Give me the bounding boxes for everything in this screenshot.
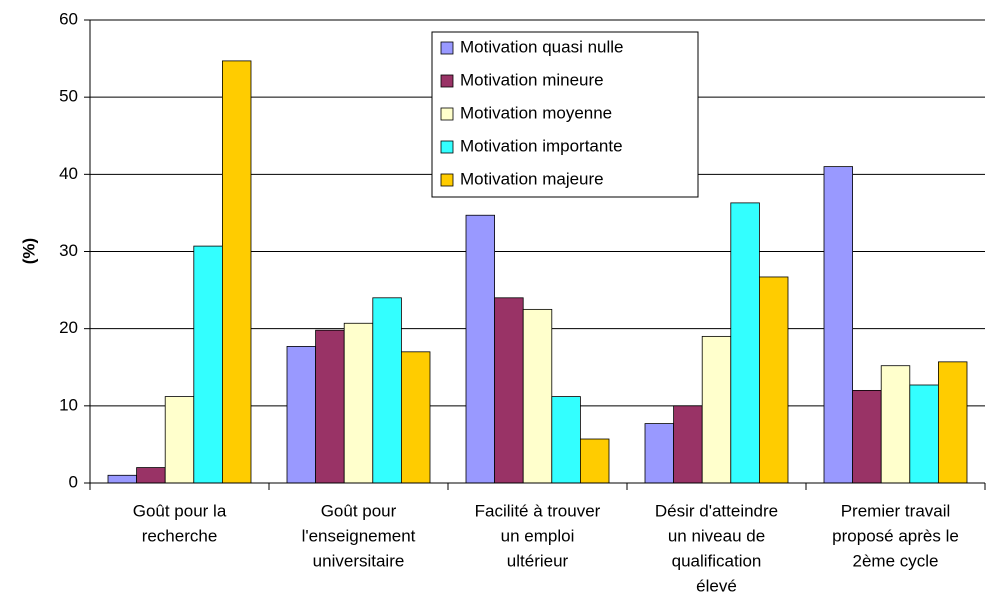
legend-label: Motivation importante bbox=[460, 136, 623, 155]
bar bbox=[673, 405, 703, 484]
bar bbox=[107, 474, 138, 484]
bar bbox=[315, 329, 345, 484]
bar bbox=[909, 384, 939, 484]
bar bbox=[938, 361, 968, 484]
x-tick-label: universitaire bbox=[313, 551, 405, 570]
bar bbox=[880, 365, 911, 484]
y-tick-label: 10 bbox=[59, 395, 78, 414]
bar bbox=[164, 396, 195, 484]
x-tick-label: recherche bbox=[142, 526, 218, 545]
x-tick-label: un niveau de bbox=[668, 526, 765, 545]
bar bbox=[400, 351, 431, 484]
bar bbox=[372, 297, 402, 484]
x-tick-label: Goût pour la bbox=[133, 501, 227, 520]
bar bbox=[221, 60, 252, 484]
bar bbox=[343, 322, 374, 484]
x-tick-label: ultérieur bbox=[507, 551, 569, 570]
bar bbox=[644, 423, 675, 484]
y-tick-label: 20 bbox=[59, 318, 78, 337]
legend-swatch bbox=[440, 41, 454, 55]
legend-swatch bbox=[440, 140, 454, 154]
bar bbox=[852, 389, 882, 484]
y-tick-label: 50 bbox=[59, 87, 78, 106]
x-tick-label: Facilité à trouver bbox=[475, 501, 601, 520]
x-tick-label: qualification bbox=[672, 551, 762, 570]
bar bbox=[823, 166, 854, 484]
bar bbox=[551, 396, 581, 484]
x-tick-label: élevé bbox=[696, 576, 737, 595]
bar bbox=[193, 245, 223, 484]
legend-swatch bbox=[440, 74, 454, 88]
bar bbox=[136, 467, 166, 484]
bar bbox=[465, 214, 496, 484]
x-tick-label: 2ème cycle bbox=[853, 551, 939, 570]
legend-label: Motivation mineure bbox=[460, 70, 604, 89]
x-tick-label: Premier travail bbox=[841, 501, 951, 520]
y-tick-label: 30 bbox=[59, 241, 78, 260]
bar bbox=[730, 202, 760, 484]
y-axis-label: (%) bbox=[19, 238, 38, 264]
y-tick-label: 60 bbox=[59, 9, 78, 28]
bar bbox=[580, 438, 610, 484]
x-tick-label: un emploi bbox=[501, 526, 575, 545]
x-tick-label: proposé après le bbox=[832, 526, 959, 545]
bar bbox=[759, 276, 789, 484]
bar bbox=[701, 335, 732, 484]
legend bbox=[431, 31, 699, 198]
bar bbox=[494, 297, 524, 484]
x-tick-label: l'enseignement bbox=[302, 526, 416, 545]
x-tick-label: Désir d'atteindre bbox=[655, 501, 778, 520]
bar bbox=[522, 308, 553, 484]
bar bbox=[286, 346, 317, 484]
y-tick-label: 0 bbox=[69, 472, 78, 491]
legend-label: Motivation moyenne bbox=[460, 103, 612, 122]
y-tick-label: 40 bbox=[59, 164, 78, 183]
legend-swatch bbox=[440, 107, 454, 121]
x-tick-label: Goût pour bbox=[321, 501, 397, 520]
legend-swatch bbox=[440, 173, 454, 187]
legend-label: Motivation quasi nulle bbox=[460, 37, 623, 56]
legend-label: Motivation majeure bbox=[460, 169, 604, 188]
